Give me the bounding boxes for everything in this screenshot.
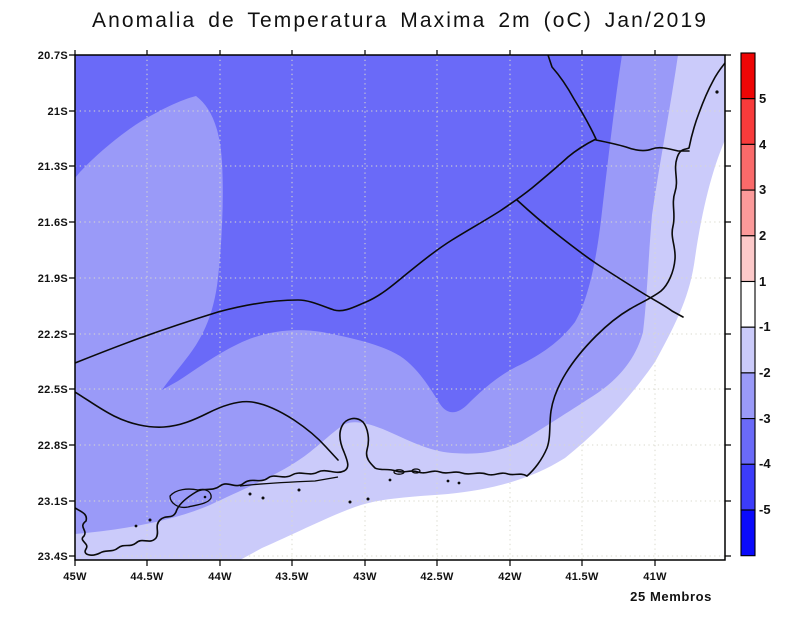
contour-band-neg3-to-neg4 (75, 55, 622, 413)
lat-tick-label: 21.9S (38, 273, 68, 285)
colorbar-tick-label: 5 (759, 91, 766, 106)
map-lines (75, 55, 725, 556)
colorbar-swatch (740, 280, 756, 328)
colorbar-swatch (740, 189, 756, 237)
lat-tick-label: 22.2S (38, 329, 68, 341)
colorbar-labels: 5 4 3 2 1 -1 -2 -3 -4 -5 (759, 91, 771, 517)
colorbar-tick-label: 2 (759, 228, 766, 243)
colorbar-swatch (740, 372, 756, 420)
colorbar-tick-label: 4 (759, 137, 767, 152)
lat-tick-label: 21.6S (38, 217, 68, 229)
lon-tick-label: 41.5W (565, 571, 599, 583)
lat-axis-labels: 20.7S 21S 21.3S 21.6S 21.9S 22.2S 22.5S … (38, 50, 68, 563)
coastline (75, 62, 725, 556)
coastal-lagoon (411, 468, 421, 474)
lat-tick-label: 23.4S (38, 551, 68, 563)
left-ticks (69, 54, 75, 557)
state-border-south (75, 391, 339, 461)
lat-tick-label: 21S (48, 106, 68, 118)
lon-tick-label: 44W (208, 571, 232, 583)
chart-title: Anomalia de Temperatura Maxima 2m (oC) J… (92, 9, 708, 32)
state-border-east (516, 199, 684, 318)
grid-lines (75, 55, 725, 560)
lon-axis-labels: 45W 44.5W 44W 43.5W 43W 42.5W 42W 41.5W … (63, 571, 667, 583)
bottom-ticks (74, 560, 656, 566)
colorbar-tick-label: -1 (759, 319, 771, 334)
lon-tick-label: 44.5W (130, 571, 164, 583)
colorbar-tick-label: -2 (759, 365, 771, 380)
colorbar-swatch (740, 52, 756, 100)
colorbar-swatch (740, 418, 756, 465)
coastal-lagoon (393, 469, 405, 475)
ensemble-members-note: 25 Membros (630, 589, 712, 604)
lat-tick-label: 22.5S (38, 384, 68, 396)
lon-tick-label: 43W (353, 571, 377, 583)
lon-tick-label: 43.5W (275, 571, 309, 583)
colorbar-swatch (740, 463, 756, 511)
state-border-northeast (595, 139, 690, 152)
right-ticks (725, 54, 731, 557)
small-islands (134, 90, 719, 528)
state-border-north (75, 55, 597, 364)
lon-tick-label: 45W (63, 571, 87, 583)
colorbar-tick-label: 1 (759, 274, 766, 289)
axis-ticks (69, 50, 731, 566)
map-plot-area (75, 55, 725, 560)
colorbar-swatch (740, 326, 756, 374)
lon-tick-label: 41W (643, 571, 667, 583)
colorbar-tick-label: -3 (759, 411, 771, 426)
colorbar: 5 4 3 2 1 -1 -2 -3 -4 -5 (740, 52, 771, 557)
colorbar-swatch (740, 98, 756, 145)
top-ticks (74, 50, 656, 55)
colorbar-swatch (740, 509, 756, 557)
marambaia-spit (239, 476, 339, 487)
ilha-grande-island (169, 488, 212, 509)
colorbar-tick-label: 3 (759, 182, 766, 197)
lat-tick-label: 22.8S (38, 440, 68, 452)
colorbar-tick-label: -5 (759, 502, 771, 517)
lat-tick-label: 20.7S (38, 50, 68, 62)
lat-tick-label: 21.3S (38, 161, 68, 173)
colorbar-swatch (740, 143, 756, 191)
lon-tick-label: 42W (498, 571, 522, 583)
lat-tick-label: 23.1S (38, 496, 68, 508)
lon-tick-label: 42.5W (420, 571, 454, 583)
plot-border (74, 54, 726, 561)
colorbar-swatch (740, 235, 756, 283)
colorbar-tick-label: -4 (759, 456, 771, 471)
